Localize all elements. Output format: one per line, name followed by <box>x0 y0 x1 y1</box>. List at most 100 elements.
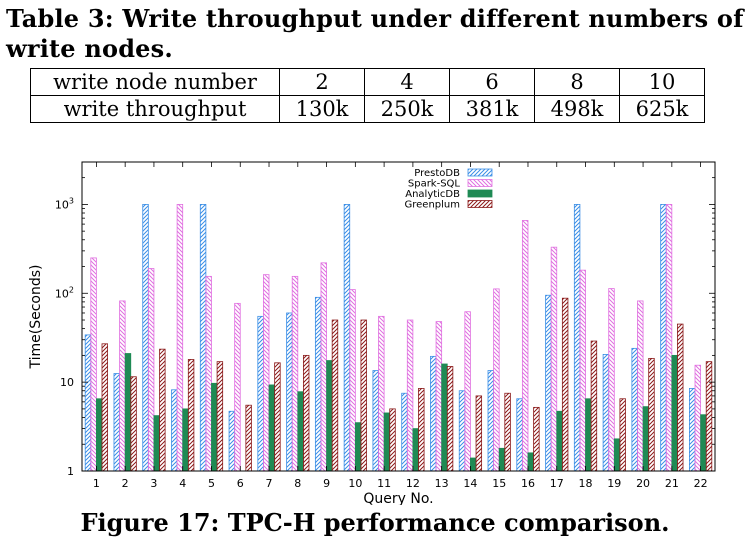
bar <box>660 204 667 472</box>
bar <box>677 323 684 472</box>
bar <box>354 422 362 472</box>
bar <box>130 376 137 472</box>
bar <box>383 412 391 472</box>
bar <box>349 289 356 472</box>
bar <box>286 312 293 472</box>
bar <box>199 204 207 472</box>
table-cell: 250k <box>364 95 450 123</box>
bar <box>297 391 304 472</box>
bar <box>216 361 224 472</box>
table-cell: 8 <box>534 68 620 96</box>
bar <box>561 297 569 472</box>
bar <box>470 457 477 472</box>
x-tick-label: 4 <box>179 477 186 490</box>
bar <box>268 384 276 472</box>
x-tick-label: 1 <box>93 477 100 490</box>
legend-swatch <box>467 189 493 198</box>
x-tick-label: 12 <box>406 477 420 490</box>
bar <box>545 294 552 472</box>
bar <box>159 348 166 472</box>
bar <box>113 373 120 472</box>
bar <box>504 392 511 472</box>
write-throughput-table: write node number 2 4 6 8 10 write throu… <box>30 68 705 123</box>
bar <box>101 343 108 472</box>
x-tick-label: 21 <box>665 477 679 490</box>
bar <box>689 388 696 472</box>
x-tick-label: 14 <box>463 477 477 490</box>
x-tick-label: 7 <box>266 477 273 490</box>
x-tick-label: 16 <box>521 477 535 490</box>
bar <box>360 319 367 472</box>
x-tick-label: 20 <box>636 477 650 490</box>
bar <box>648 357 655 472</box>
bar <box>320 262 327 472</box>
bar <box>257 315 264 472</box>
bar <box>694 364 702 472</box>
bar <box>700 414 707 472</box>
series-spark-sql <box>90 204 702 472</box>
bar <box>418 388 425 472</box>
bar <box>602 354 610 472</box>
bar <box>458 390 466 472</box>
y-tick-label: 103 <box>55 196 74 211</box>
table-cell: 4 <box>364 68 450 96</box>
x-tick-label: 15 <box>492 477 506 490</box>
bar <box>665 204 673 472</box>
bar <box>446 366 454 472</box>
x-tick-label: 17 <box>550 477 564 490</box>
legend-swatch <box>467 179 493 187</box>
y-tick-label: 1 <box>67 465 74 478</box>
bar <box>516 398 523 472</box>
bar <box>343 204 351 472</box>
bar <box>642 406 650 472</box>
bar <box>378 315 385 472</box>
bar <box>527 452 534 472</box>
y-axis-label: Time(Seconds) <box>28 264 44 369</box>
bar <box>291 275 299 472</box>
bar <box>493 288 500 472</box>
bar <box>579 269 586 472</box>
bar <box>401 392 408 472</box>
x-tick-label: 19 <box>607 477 621 490</box>
bar <box>182 408 189 472</box>
table-cell: 2 <box>279 68 365 96</box>
bar <box>263 274 270 472</box>
bar <box>487 370 494 472</box>
bar <box>302 354 310 472</box>
bar <box>705 361 713 472</box>
bar <box>314 296 322 472</box>
bar <box>406 319 414 472</box>
bar <box>389 408 396 472</box>
legend-swatch <box>467 200 493 208</box>
bar <box>119 300 126 472</box>
bar <box>124 353 132 472</box>
table-caption: Table 3: Write throughput under differen… <box>6 4 744 63</box>
bar <box>590 340 598 472</box>
table-cell: 625k <box>619 95 705 123</box>
bar <box>228 410 236 472</box>
bar <box>613 438 621 472</box>
bar <box>187 359 195 472</box>
bar <box>671 354 678 472</box>
bar <box>274 362 281 472</box>
bar <box>464 311 471 472</box>
bar <box>90 257 97 472</box>
bar <box>211 382 218 472</box>
x-tick-label: 2 <box>122 477 129 490</box>
bar <box>573 204 581 472</box>
x-tick-label: 6 <box>237 477 244 490</box>
bar <box>608 288 615 472</box>
x-tick-label: 11 <box>377 477 391 490</box>
legend-label: AnalyticDB <box>405 189 460 200</box>
figure-caption: Figure 17: TPC-H performance comparison. <box>80 508 670 537</box>
bar <box>585 398 592 472</box>
legend-swatch <box>467 168 493 177</box>
bar <box>631 347 638 472</box>
table-row: write node number 2 4 6 8 10 <box>30 68 705 96</box>
table-row: write throughput 130k 250k 381k 498k 625… <box>30 95 705 123</box>
bar <box>153 415 160 472</box>
bar <box>521 220 529 472</box>
bar <box>171 389 178 472</box>
bar <box>550 246 558 472</box>
